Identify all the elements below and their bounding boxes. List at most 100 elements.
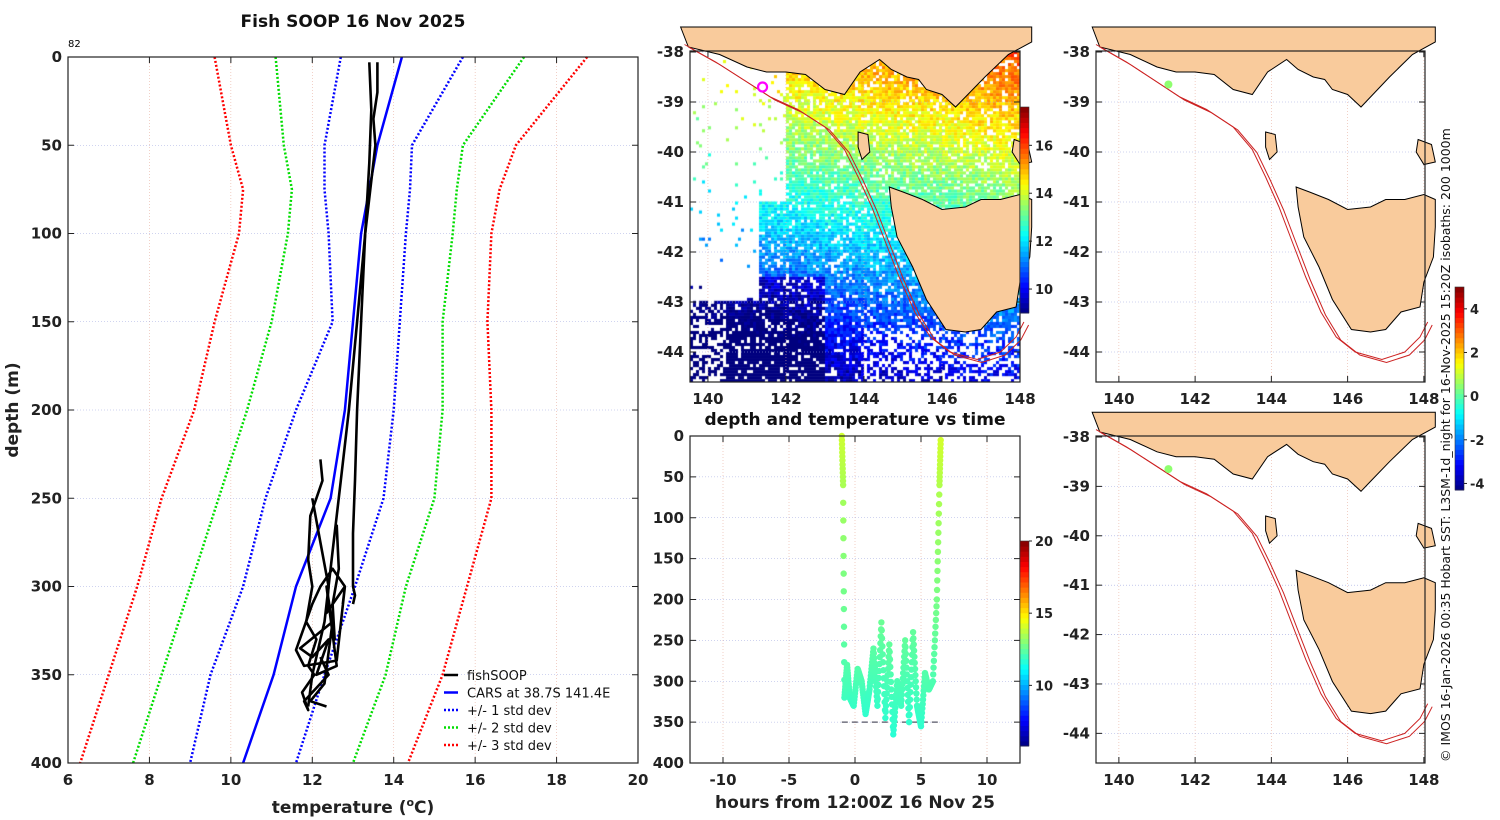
depth-temp-point	[870, 650, 878, 657]
x-tick-label: 146	[1332, 390, 1363, 408]
colorbar-segment	[1455, 292, 1464, 298]
x-label-sup: o	[406, 796, 414, 809]
depth-temp-point	[912, 684, 920, 691]
colorbar-segment	[1020, 556, 1029, 562]
depth-temp-point	[879, 643, 886, 650]
depth-temp-point	[840, 499, 847, 506]
colorbar-segment	[1020, 653, 1029, 660]
land-polygon	[1295, 186, 1436, 333]
colorbar-segment	[1020, 597, 1029, 603]
depth-temp-point	[840, 517, 847, 524]
x-tick-label: 146	[926, 390, 957, 408]
colorbar-segment	[1020, 117, 1029, 123]
depth-temp-point	[903, 664, 910, 671]
depth-temp-point	[913, 690, 920, 697]
y-tick-label: 200	[31, 401, 62, 419]
colorbar-segment	[1020, 251, 1029, 257]
colorbar-segment	[1455, 464, 1464, 471]
colorbar-segment	[1020, 184, 1029, 190]
depth-temp-point	[934, 577, 941, 584]
colorbar-segment	[1020, 679, 1029, 685]
colorbar-segment	[1020, 587, 1029, 593]
y-tick-label: -44	[1063, 724, 1090, 742]
colorbar-segment	[1020, 266, 1029, 273]
colorbar-segment	[1020, 307, 1029, 314]
y-tick-label: -41	[657, 193, 684, 211]
x-tick-label: 6	[63, 771, 73, 789]
depth-temp-point	[887, 663, 894, 671]
depth-temp-point	[931, 630, 939, 637]
x-tick-label: 142	[770, 390, 801, 408]
colorbar-segment	[1455, 307, 1464, 313]
colorbar-segment	[1020, 674, 1029, 680]
depth-temp-point	[907, 688, 914, 696]
x-tick-label: 148	[1004, 390, 1035, 408]
x-tick-label: 148	[1408, 771, 1439, 789]
y-tick-label: -40	[1063, 527, 1090, 545]
colorbar-segment	[1020, 648, 1029, 655]
colorbar-segment	[1020, 297, 1029, 304]
colorbar-segment	[1455, 312, 1464, 318]
depth-temp-point	[936, 491, 943, 498]
x-tick-label: 20	[628, 771, 649, 789]
colorbar-segment	[1020, 163, 1029, 170]
colorbar-segment	[1020, 725, 1029, 732]
y-tick-label: 200	[653, 591, 684, 609]
colorbar-segment	[1020, 541, 1029, 547]
colorbar-segment	[1020, 617, 1029, 624]
colorbar-segment	[1455, 439, 1464, 445]
colorbar-segment	[1020, 148, 1029, 154]
colorbar-segment	[1020, 282, 1029, 288]
legend-entry: fishSOOP	[467, 669, 527, 684]
colorbar-segment	[1455, 393, 1464, 400]
colorbar-segment	[1020, 143, 1029, 149]
depth-temp-point	[839, 481, 847, 489]
std-dev-line-minus1	[188, 56, 343, 764]
colorbar-segment	[1020, 220, 1029, 226]
depth-temp-point	[932, 623, 939, 630]
depth-temp-point	[882, 702, 890, 709]
colorbar-segment	[1020, 292, 1029, 299]
y-tick-label: 250	[653, 631, 684, 649]
colorbar-segment	[1020, 643, 1029, 650]
depth-temp-point	[898, 697, 905, 704]
legend-entry: CARS at 38.7S 141.4E	[467, 687, 610, 702]
colorbar-segment	[1020, 153, 1029, 159]
colorbar-segment	[1020, 576, 1029, 583]
x-tick-label: 140	[1103, 390, 1134, 408]
depth-temp-point	[898, 686, 906, 693]
y-tick-label: -39	[657, 93, 684, 111]
depth-temp-point	[910, 641, 917, 648]
x-tick-label: 142	[1179, 771, 1210, 789]
depth-temp-point	[932, 609, 940, 617]
x-tick-label: -5	[781, 771, 798, 789]
x-tick-label: 14	[383, 771, 404, 789]
colorbar-segment	[1020, 240, 1029, 247]
depth-temp-point	[930, 657, 938, 665]
y-tick-label: -44	[657, 343, 684, 361]
depth-temp-point	[840, 534, 847, 542]
depth-temp-point	[870, 645, 877, 652]
colorbar-tick-label: 12	[1035, 235, 1053, 250]
colorbar-segment	[1020, 276, 1029, 283]
colorbar-segment	[1020, 302, 1029, 309]
y-tick-label: 400	[653, 754, 684, 772]
depth-temp-point	[930, 671, 937, 678]
y-tick-label: -42	[657, 243, 684, 261]
y-tick-label: -41	[1063, 193, 1090, 211]
x-tick-label: 144	[848, 390, 879, 408]
y-tick-label: -43	[1063, 675, 1090, 693]
depth-temp-point	[929, 678, 937, 685]
y-tick-label: 0	[674, 427, 684, 445]
depth-temp-point	[879, 659, 887, 666]
y-tick-label: -42	[1063, 243, 1090, 261]
colorbar-segment	[1020, 179, 1029, 185]
colorbar-segment	[1020, 173, 1029, 180]
colorbar-segment	[1020, 623, 1029, 629]
colorbar-segment	[1020, 664, 1029, 670]
colorbar-segment	[1455, 342, 1464, 349]
depth-temp-point	[911, 659, 918, 667]
land-polygon	[1265, 515, 1278, 545]
colorbar-segment	[1455, 388, 1464, 395]
colorbar-segment	[1020, 612, 1029, 619]
